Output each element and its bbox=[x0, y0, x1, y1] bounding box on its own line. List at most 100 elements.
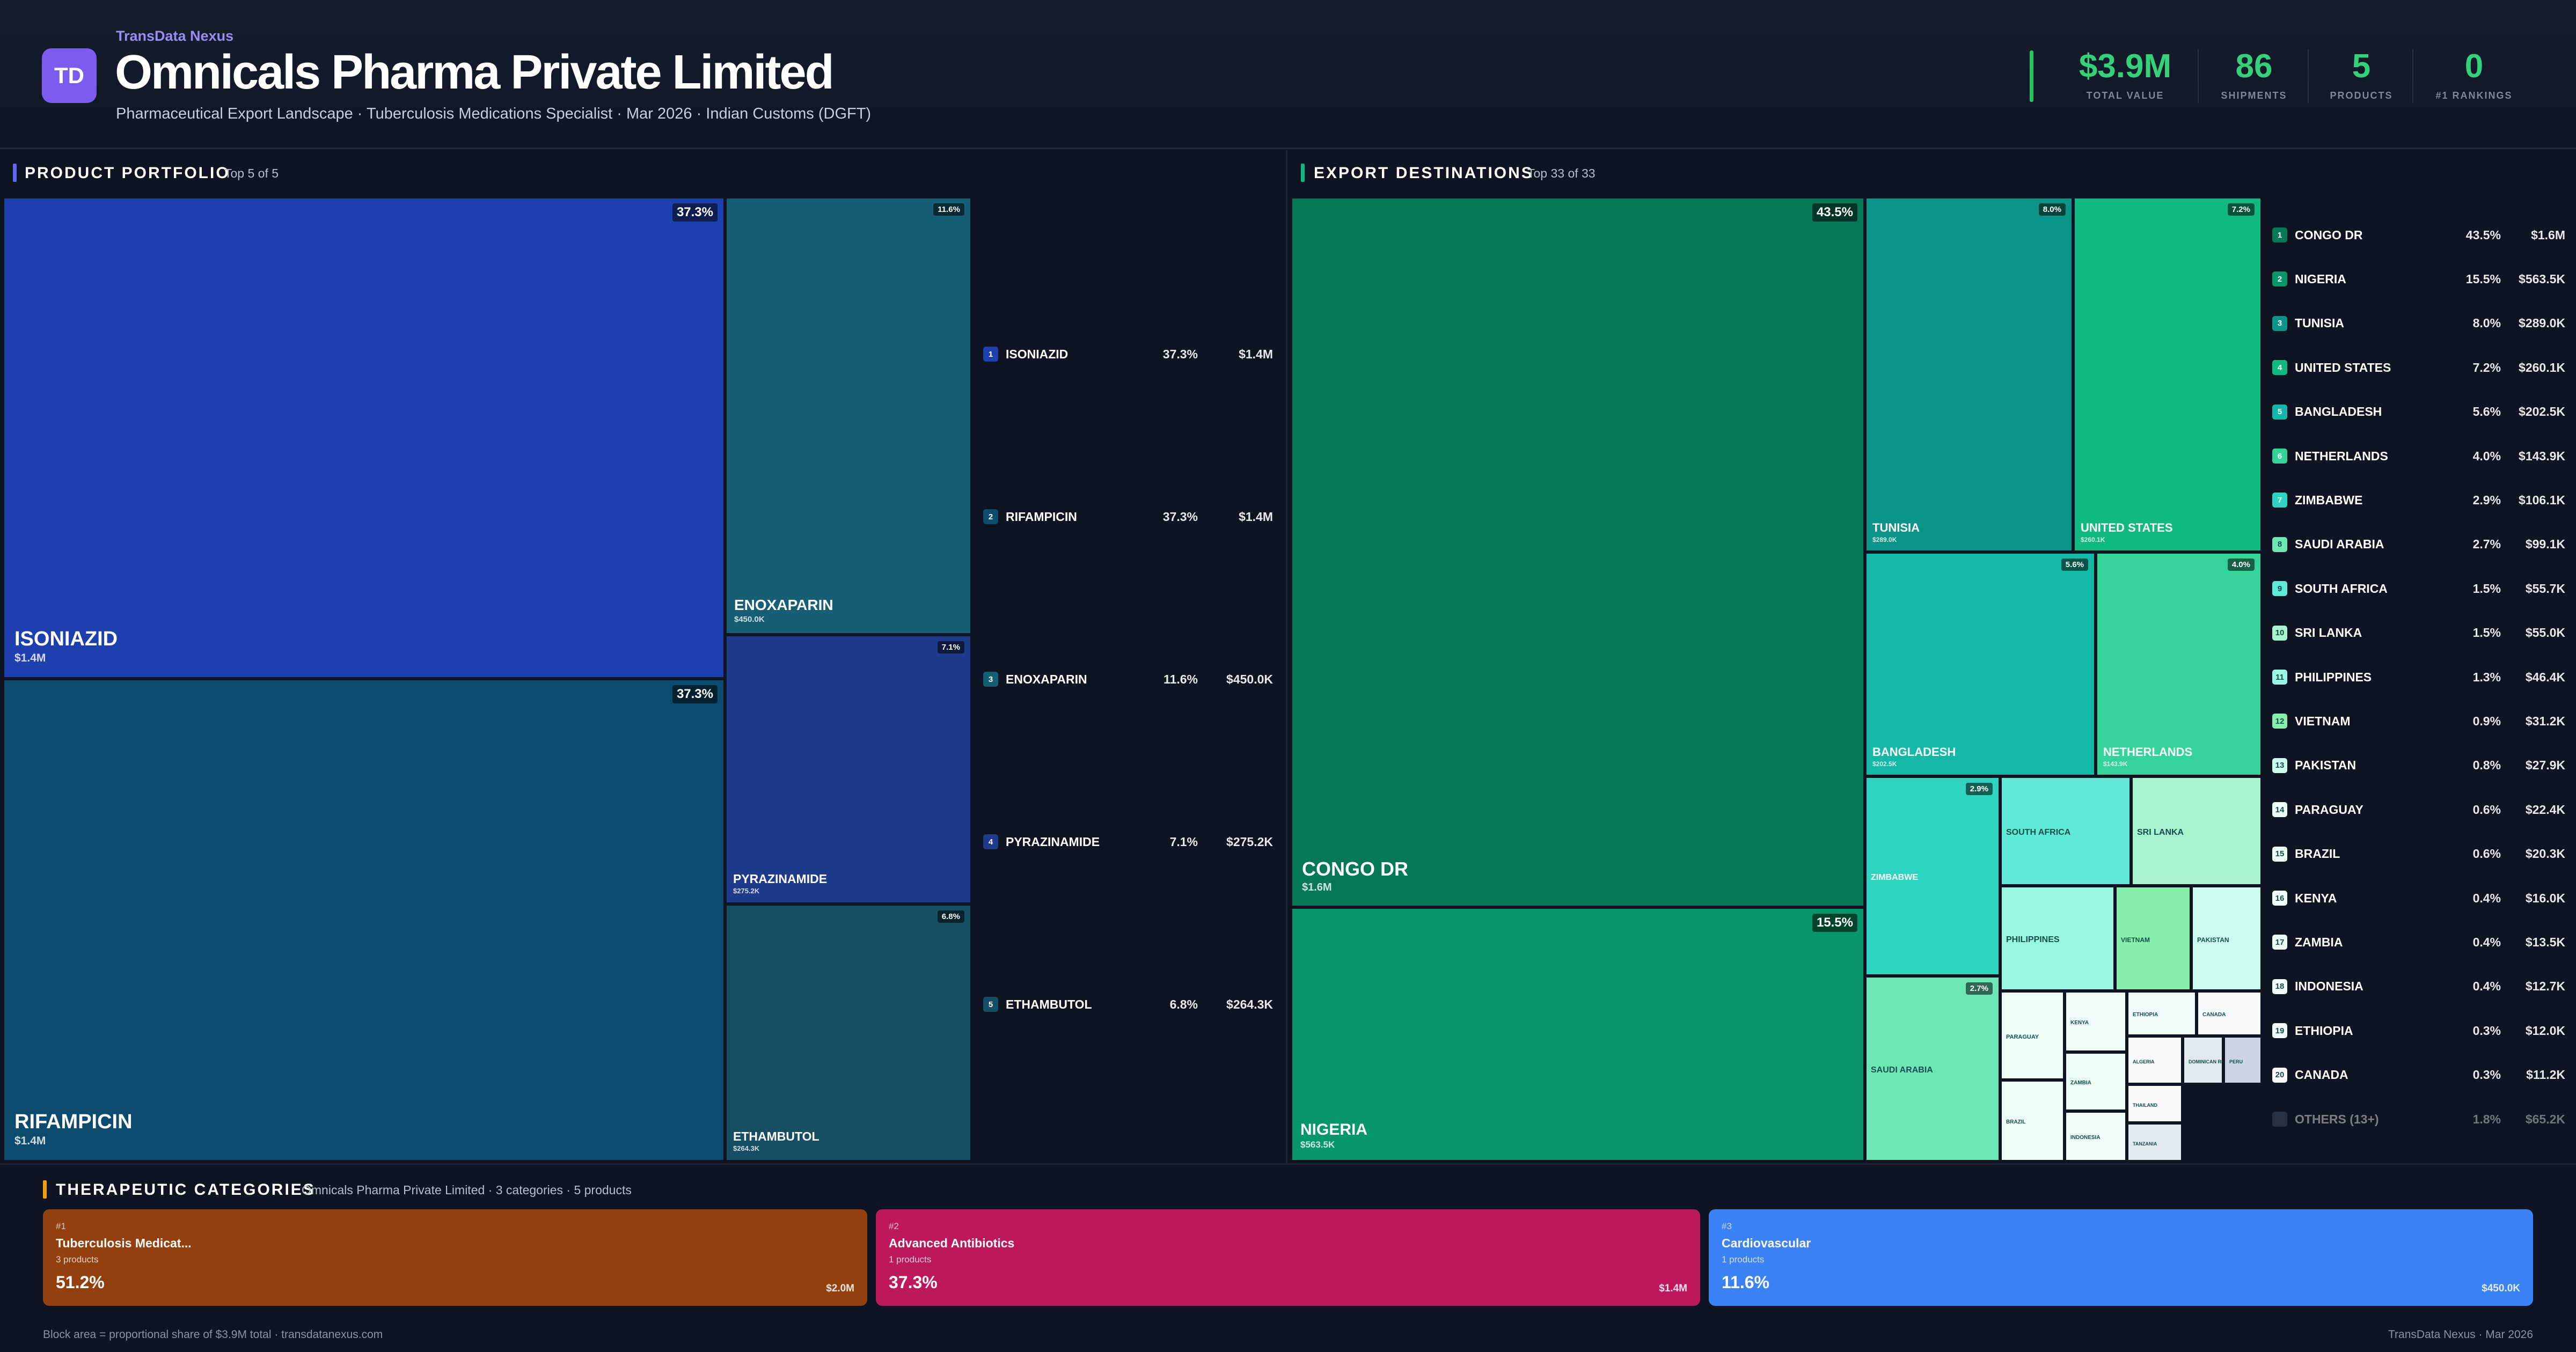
destination-tile-netherlands[interactable]: NETHERLANDS $143.9K 4.0% bbox=[2096, 553, 2262, 776]
destination-legend-item[interactable]: 2 NIGERIA 15.5% $563.5K bbox=[2272, 268, 2565, 290]
product-tile-percent-badge: 11.6% bbox=[933, 203, 964, 216]
destination-tile-ethiopia[interactable]: ETHIOPIA bbox=[2127, 991, 2196, 1035]
legend-value: $1.4M bbox=[1239, 509, 1273, 524]
destination-tile-philippines[interactable]: PHILIPPINES bbox=[2001, 886, 2114, 990]
destination-legend-item[interactable]: 3 TUNISIA 8.0% $289.0K bbox=[2272, 313, 2565, 334]
category-card-cardiovascular[interactable]: #3 Cardiovascular 1 products 11.6% $450.0K bbox=[1709, 1209, 2533, 1306]
destination-tile-name: TANZANIA bbox=[2133, 1141, 2157, 1147]
destination-legend-item[interactable]: 7 ZIMBABWE 2.9% $106.1K bbox=[2272, 489, 2565, 511]
destination-tile-name: BANGLADESH bbox=[1872, 745, 1956, 759]
legend-value: $106.1K bbox=[2519, 493, 2565, 507]
legend-name: PYRAZINAMIDE bbox=[1006, 834, 1100, 849]
category-card-advanced-antibiotics[interactable]: #2 Advanced Antibiotics 1 products 37.3% $1.… bbox=[876, 1209, 1700, 1306]
destination-tile-dominican-repu[interactable]: DOMINICAN REPU... bbox=[2183, 1037, 2223, 1084]
destination-tile-name: BRAZIL bbox=[2006, 1119, 2026, 1125]
destination-tile-zambia[interactable]: ZAMBIA bbox=[2065, 1053, 2126, 1111]
destination-tile-paraguay[interactable]: PARAGUAY bbox=[2001, 991, 2064, 1079]
rank-badge: 19 bbox=[2272, 1023, 2287, 1039]
product-legend-item[interactable]: 4 PYRAZINAMIDE 7.1% $275.2K bbox=[983, 831, 1273, 853]
destination-tile-canada[interactable]: CANADA bbox=[2197, 991, 2262, 1035]
product-legend-item[interactable]: 1 ISONIAZID 37.3% $1.4M bbox=[983, 343, 1273, 365]
legend-percent: 2.7% bbox=[2472, 537, 2501, 552]
destination-tile-vietnam[interactable]: VIETNAM bbox=[2116, 886, 2191, 990]
product-tile-percent-badge: 37.3% bbox=[672, 203, 718, 222]
product-tile-value: $450.0K bbox=[734, 615, 765, 624]
destination-tile-peru[interactable]: PERU bbox=[2224, 1037, 2262, 1084]
legend-value: $202.5K bbox=[2519, 405, 2565, 419]
legend-value: $1.4M bbox=[1239, 347, 1273, 361]
legend-name: INDONESIA bbox=[2295, 979, 2363, 994]
destination-tile-thailand[interactable]: THAILAND bbox=[2127, 1085, 2182, 1122]
destination-legend-item[interactable]: 15 BRAZIL 0.6% $20.3K bbox=[2272, 843, 2565, 865]
legend-percent: 0.4% bbox=[2472, 891, 2501, 905]
destination-legend-item[interactable]: 13 PAKISTAN 0.8% $27.9K bbox=[2272, 755, 2565, 776]
legend-name: ZAMBIA bbox=[2295, 935, 2343, 949]
destination-tile-name: KENYA bbox=[2070, 1020, 2089, 1026]
destination-legend-item[interactable]: 10 SRI LANKA 1.5% $55.0K bbox=[2272, 622, 2565, 644]
legend-name: CONGO DR bbox=[2295, 227, 2363, 242]
legend-percent: 6.8% bbox=[1169, 997, 1198, 1011]
destination-tile-united-states[interactable]: UNITED STATES $260.1K 7.2% bbox=[2074, 197, 2262, 552]
legend-name: RIFAMPICIN bbox=[1006, 509, 1077, 524]
destination-legend-item[interactable]: 17 ZAMBIA 0.4% $13.5K bbox=[2272, 931, 2565, 953]
legend-percent: 1.5% bbox=[2472, 626, 2501, 640]
destination-tile-south-africa[interactable]: SOUTH AFRICA bbox=[2001, 777, 2131, 885]
destination-tile-brazil[interactable]: BRAZIL bbox=[2001, 1081, 2064, 1161]
destination-tile-bangladesh[interactable]: BANGLADESH $202.5K 5.6% bbox=[1865, 553, 2095, 776]
destination-tile-congo-dr[interactable]: CONGO DR $1.6M 43.5% bbox=[1291, 197, 1864, 907]
destination-tile-tanzania[interactable]: TANZANIA bbox=[2127, 1123, 2182, 1161]
destination-tile-sri-lanka[interactable]: SRI LANKA bbox=[2132, 777, 2262, 885]
destination-tile-indonesia[interactable]: INDONESIA bbox=[2065, 1112, 2126, 1161]
category-value: $2.0M bbox=[826, 1283, 854, 1294]
rank-badge: 8 bbox=[2272, 537, 2287, 552]
destination-legend-item[interactable]: 11 PHILIPPINES 1.3% $46.4K bbox=[2272, 666, 2565, 688]
category-name: Tuberculosis Medicat... bbox=[56, 1236, 192, 1250]
destination-tile-zimbabwe[interactable]: ZIMBABWE 2.9% bbox=[1865, 777, 2000, 975]
panel-divider bbox=[1286, 150, 1287, 1164]
section-accent-bar bbox=[1301, 164, 1305, 182]
rank-badge: 3 bbox=[983, 672, 998, 687]
product-tile-pyrazinamide[interactable]: PYRAZINAMIDE $275.2K 7.1% bbox=[726, 635, 971, 903]
destination-tile-name: CONGO DR bbox=[1302, 858, 1408, 880]
destination-tile-name: PERU bbox=[2229, 1059, 2243, 1064]
product-tile-rifampicin[interactable]: RIFAMPICIN $1.4M 37.3% bbox=[3, 679, 724, 1161]
destination-legend-item[interactable]: 20 CANADA 0.3% $11.2K bbox=[2272, 1064, 2565, 1086]
destination-tile-pakistan[interactable]: PAKISTAN bbox=[2192, 886, 2262, 990]
category-percent: 11.6% bbox=[1722, 1273, 1769, 1292]
destination-tile-name: NETHERLANDS bbox=[2103, 745, 2193, 759]
destination-legend-others[interactable]: OTHERS (13+) 1.8% $65.2K bbox=[2272, 1108, 2565, 1130]
destination-legend-item[interactable]: 12 VIETNAM 0.9% $31.2K bbox=[2272, 710, 2565, 732]
legend-name: NIGERIA bbox=[2295, 271, 2346, 286]
destination-tile-nigeria[interactable]: NIGERIA $563.5K 15.5% bbox=[1291, 908, 1864, 1161]
product-tile-isoniazid[interactable]: ISONIAZID $1.4M 37.3% bbox=[3, 197, 724, 678]
destination-legend-item[interactable]: 1 CONGO DR 43.5% $1.6M bbox=[2272, 224, 2565, 246]
destination-legend-item[interactable]: 6 NETHERLANDS 4.0% $143.9K bbox=[2272, 445, 2565, 467]
destination-tile-kenya[interactable]: KENYA bbox=[2065, 991, 2126, 1052]
legend-name: ZIMBABWE bbox=[2295, 493, 2363, 507]
destination-legend-item[interactable]: 9 SOUTH AFRICA 1.5% $55.7K bbox=[2272, 578, 2565, 599]
category-rank: #1 bbox=[56, 1221, 66, 1231]
product-legend-item[interactable]: 5 ETHAMBUTOL 6.8% $264.3K bbox=[983, 994, 1273, 1015]
category-card-tuberculosis-medicat[interactable]: #1 Tuberculosis Medicat... 3 products 51.2%… bbox=[43, 1209, 867, 1306]
rank-badge: 17 bbox=[2272, 935, 2287, 950]
destination-legend-item[interactable]: 5 BANGLADESH 5.6% $202.5K bbox=[2272, 401, 2565, 423]
category-percent: 51.2% bbox=[56, 1273, 105, 1292]
product-tile-ethambutol[interactable]: ETHAMBUTOL $264.3K 6.8% bbox=[726, 905, 971, 1161]
destination-tile-algeria[interactable]: ALGERIA bbox=[2127, 1037, 2182, 1084]
legend-percent: 0.9% bbox=[2472, 714, 2501, 728]
destination-tile-tunisia[interactable]: TUNISIA $289.0K 8.0% bbox=[1865, 197, 2073, 552]
destination-legend-item[interactable]: 16 KENYA 0.4% $16.0K bbox=[2272, 887, 2565, 909]
destination-legend-item[interactable]: 19 ETHIOPIA 0.3% $12.0K bbox=[2272, 1020, 2565, 1041]
destination-tile-saudi-arabia[interactable]: SAUDI ARABIA 2.7% bbox=[1865, 976, 2000, 1161]
destination-legend-item[interactable]: 8 SAUDI ARABIA 2.7% $99.1K bbox=[2272, 534, 2565, 555]
destination-legend-item[interactable]: 18 INDONESIA 0.4% $12.7K bbox=[2272, 976, 2565, 997]
category-rank: #3 bbox=[1722, 1221, 1732, 1231]
legend-name: TUNISIA bbox=[2295, 316, 2344, 330]
product-legend-item[interactable]: 2 RIFAMPICIN 37.3% $1.4M bbox=[983, 506, 1273, 527]
product-legend-item[interactable]: 3 ENOXAPARIN 11.6% $450.0K bbox=[983, 668, 1273, 690]
product-tile-enoxaparin[interactable]: ENOXAPARIN $450.0K 11.6% bbox=[726, 197, 971, 634]
destination-legend-item[interactable]: 4 UNITED STATES 7.2% $260.1K bbox=[2272, 357, 2565, 378]
destination-tile-name: SAUDI ARABIA bbox=[1871, 1066, 1933, 1075]
destination-legend-item[interactable]: 14 PARAGUAY 0.6% $22.4K bbox=[2272, 799, 2565, 820]
kpi-value: 0 bbox=[2464, 48, 2484, 85]
